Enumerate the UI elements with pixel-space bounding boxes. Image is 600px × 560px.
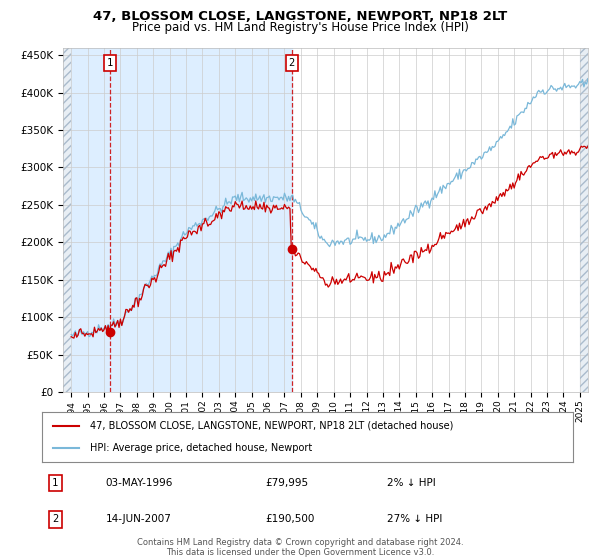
Bar [580,48,588,392]
Bar [580,48,588,392]
Text: £190,500: £190,500 [265,515,314,524]
Text: 2% ↓ HPI: 2% ↓ HPI [387,478,436,488]
Text: 03-MAY-1996: 03-MAY-1996 [106,478,173,488]
Text: Contains HM Land Registry data © Crown copyright and database right 2024.
This d: Contains HM Land Registry data © Crown c… [137,538,463,557]
Text: 27% ↓ HPI: 27% ↓ HPI [387,515,443,524]
Text: 47, BLOSSOM CLOSE, LANGSTONE, NEWPORT, NP18 2LT (detached house): 47, BLOSSOM CLOSE, LANGSTONE, NEWPORT, N… [90,421,453,431]
Bar [71,48,292,392]
Text: 14-JUN-2007: 14-JUN-2007 [106,515,172,524]
Text: HPI: Average price, detached house, Newport: HPI: Average price, detached house, Newp… [90,443,312,453]
Text: £79,995: £79,995 [265,478,308,488]
Text: 2: 2 [289,58,295,68]
Bar [63,48,71,392]
Text: 2: 2 [52,515,58,524]
Text: Price paid vs. HM Land Registry's House Price Index (HPI): Price paid vs. HM Land Registry's House … [131,21,469,34]
Text: 1: 1 [52,478,58,488]
Bar [63,48,71,392]
Text: 47, BLOSSOM CLOSE, LANGSTONE, NEWPORT, NP18 2LT: 47, BLOSSOM CLOSE, LANGSTONE, NEWPORT, N… [93,10,507,23]
Text: 1: 1 [107,58,113,68]
